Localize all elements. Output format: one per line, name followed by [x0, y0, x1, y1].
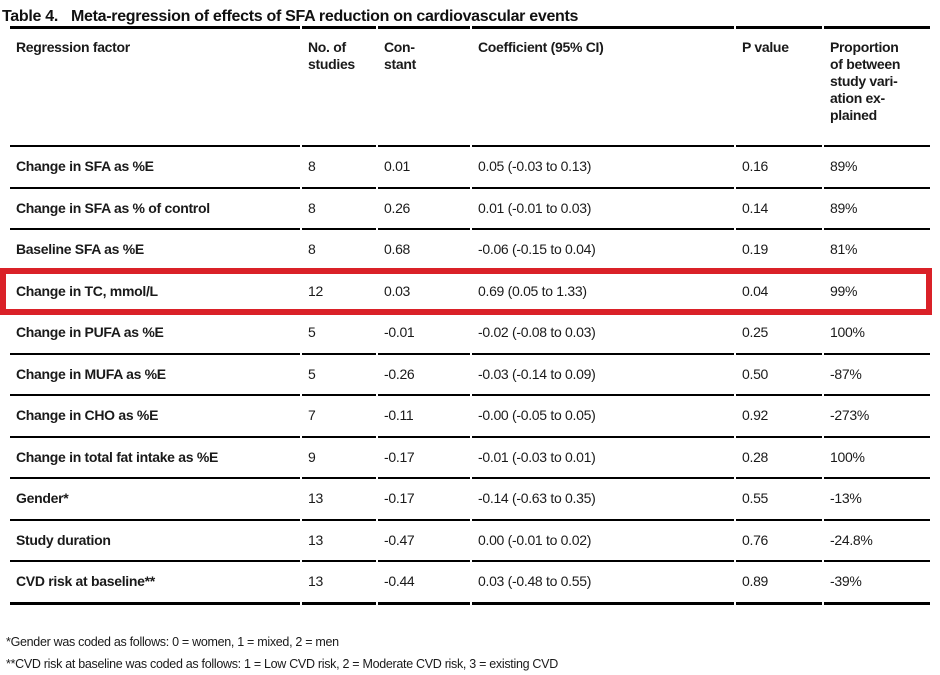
cell-coefficient: 0.01 (-0.01 to 0.03) — [472, 189, 734, 230]
cell-coefficient: 0.03 (-0.48 to 0.55) — [472, 562, 734, 605]
cell-coefficient: 0.05 (-0.03 to 0.13) — [472, 147, 734, 189]
table-number-label: Table 4. — [2, 8, 58, 25]
cell-p-value: 0.28 — [736, 438, 822, 479]
cell-factor: Change in SFA as % of control — [10, 189, 300, 230]
cell-constant: -0.26 — [378, 355, 470, 396]
cell-proportion: 81% — [824, 230, 930, 272]
col-header-coefficient: Coefficient (95% CI) — [472, 26, 734, 147]
cell-factor: Change in CHO as %E — [10, 396, 300, 438]
table-row: Change in total fat intake as %E 9 -0.17… — [10, 438, 930, 479]
cell-coefficient: -0.02 (-0.08 to 0.03) — [472, 313, 734, 355]
cell-constant: -0.01 — [378, 313, 470, 355]
cell-studies: 5 — [302, 355, 376, 396]
table-row: Change in SFA as %E 8 0.01 0.05 (-0.03 t… — [10, 147, 930, 189]
cell-constant: 0.03 — [378, 272, 470, 313]
cell-coefficient: -0.06 (-0.15 to 0.04) — [472, 230, 734, 272]
cell-factor: Change in TC, mmol/L — [10, 272, 300, 313]
table-row: CVD risk at baseline** 13 -0.44 0.03 (-0… — [10, 562, 930, 605]
cell-proportion: -87% — [824, 355, 930, 396]
cell-p-value: 0.89 — [736, 562, 822, 605]
col-header-constant: Con- stant — [378, 26, 470, 147]
col-header-p-value: P value — [736, 26, 822, 147]
cell-p-value: 0.92 — [736, 396, 822, 438]
footnote: **CVD risk at baseline was coded as foll… — [6, 656, 558, 671]
cell-p-value: 0.04 — [736, 272, 822, 313]
cell-constant: 0.68 — [378, 230, 470, 272]
cell-factor: Change in SFA as %E — [10, 147, 300, 189]
cell-studies: 13 — [302, 562, 376, 605]
cell-factor: Change in PUFA as %E — [10, 313, 300, 355]
table-row: Change in CHO as %E 7 -0.11 -0.00 (-0.05… — [10, 396, 930, 438]
cell-proportion: 89% — [824, 189, 930, 230]
cell-proportion: -13% — [824, 479, 930, 521]
cell-factor: Change in total fat intake as %E — [10, 438, 300, 479]
cell-p-value: 0.14 — [736, 189, 822, 230]
cell-factor: Gender* — [10, 479, 300, 521]
cell-constant: 0.26 — [378, 189, 470, 230]
cell-coefficient: -0.14 (-0.63 to 0.35) — [472, 479, 734, 521]
table-row: Baseline SFA as %E 8 0.68 -0.06 (-0.15 t… — [10, 230, 930, 272]
col-header-no-of-studies: No. of studies — [302, 26, 376, 147]
cell-proportion: 99% — [824, 272, 930, 313]
cell-factor: Study duration — [10, 521, 300, 562]
table-row-highlighted: Change in TC, mmol/L 12 0.03 0.69 (0.05 … — [10, 272, 930, 313]
table-row: Change in PUFA as %E 5 -0.01 -0.02 (-0.0… — [10, 313, 930, 355]
cell-constant: -0.47 — [378, 521, 470, 562]
footnotes: *Gender was coded as follows: 0 = women,… — [6, 631, 940, 675]
cell-factor: Change in MUFA as %E — [10, 355, 300, 396]
cell-proportion: -24.8% — [824, 521, 930, 562]
cell-studies: 8 — [302, 147, 376, 189]
cell-p-value: 0.19 — [736, 230, 822, 272]
cell-p-value: 0.16 — [736, 147, 822, 189]
cell-coefficient: -0.01 (-0.03 to 0.01) — [472, 438, 734, 479]
cell-p-value: 0.50 — [736, 355, 822, 396]
cell-studies: 5 — [302, 313, 376, 355]
table-row: Change in MUFA as %E 5 -0.26 -0.03 (-0.1… — [10, 355, 930, 396]
cell-factor: Baseline SFA as %E — [10, 230, 300, 272]
cell-constant: -0.44 — [378, 562, 470, 605]
cell-constant: 0.01 — [378, 147, 470, 189]
cell-proportion: 100% — [824, 313, 930, 355]
cell-p-value: 0.76 — [736, 521, 822, 562]
cell-studies: 7 — [302, 396, 376, 438]
cell-studies: 13 — [302, 479, 376, 521]
cell-proportion: -273% — [824, 396, 930, 438]
cell-studies: 8 — [302, 189, 376, 230]
cell-coefficient: -0.00 (-0.05 to 0.05) — [472, 396, 734, 438]
cell-factor: CVD risk at baseline** — [10, 562, 300, 605]
footnote: *Gender was coded as follows: 0 = women,… — [6, 634, 339, 649]
col-header-regression-factor: Regression factor — [10, 26, 300, 147]
cell-coefficient: -0.03 (-0.14 to 0.09) — [472, 355, 734, 396]
cell-proportion: 89% — [824, 147, 930, 189]
cell-studies: 13 — [302, 521, 376, 562]
cell-studies: 12 — [302, 272, 376, 313]
cell-constant: -0.11 — [378, 396, 470, 438]
cell-proportion: -39% — [824, 562, 930, 605]
table-row: Gender* 13 -0.17 -0.14 (-0.63 to 0.35) 0… — [10, 479, 930, 521]
table-title-text: Meta-regression of effects of SFA reduct… — [71, 8, 579, 25]
table-row: Study duration 13 -0.47 0.00 (-0.01 to 0… — [10, 521, 930, 562]
cell-p-value: 0.55 — [736, 479, 822, 521]
cell-p-value: 0.25 — [736, 313, 822, 355]
meta-regression-table: Regression factor No. of studies Con- st… — [8, 26, 932, 605]
cell-studies: 8 — [302, 230, 376, 272]
page-title: Table 4. Meta-regression of effects of SF… — [0, 0, 940, 26]
cell-coefficient: 0.00 (-0.01 to 0.02) — [472, 521, 734, 562]
cell-proportion: 100% — [824, 438, 930, 479]
cell-studies: 9 — [302, 438, 376, 479]
cell-coefficient: 0.69 (0.05 to 1.33) — [472, 272, 734, 313]
table-row: Change in SFA as % of control 8 0.26 0.0… — [10, 189, 930, 230]
cell-constant: -0.17 — [378, 479, 470, 521]
col-header-proportion-explained: Proportion of between study vari- ation … — [824, 26, 930, 147]
header-row: Regression factor No. of studies Con- st… — [10, 26, 930, 147]
cell-constant: -0.17 — [378, 438, 470, 479]
